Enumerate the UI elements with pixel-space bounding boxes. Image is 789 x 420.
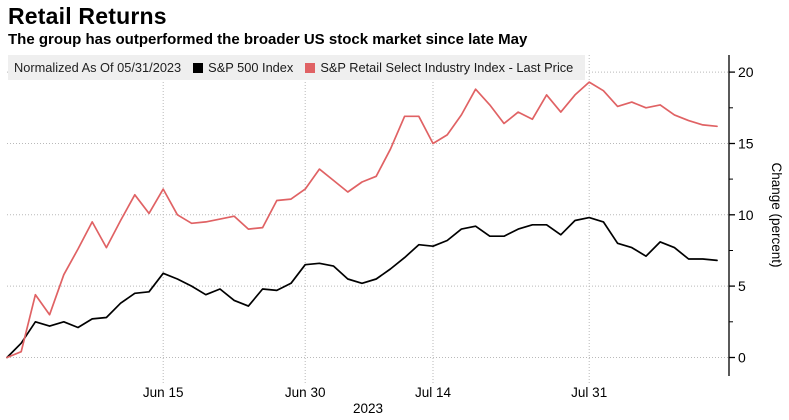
chart-subtitle: The group has outperformed the broader U… — [8, 31, 528, 48]
legend-note: Normalized As Of 05/31/2023 — [14, 60, 182, 75]
x-tick-label: Jul 14 — [415, 385, 452, 400]
retail-swatch-icon — [305, 62, 316, 73]
y-tick-label: 15 — [738, 136, 754, 152]
page-title: Retail Returns — [8, 3, 167, 29]
legend-item-retail: S&P Retail Select Industry Index - Last … — [305, 60, 573, 75]
sp500-line — [6, 216, 718, 359]
x-tick-label: Jun 15 — [143, 385, 184, 400]
y-tick-label: 20 — [738, 64, 754, 80]
y-tick-label: 5 — [738, 278, 746, 294]
x-axis-year-label: 2023 — [353, 401, 383, 416]
x-tick-label: Jul 31 — [571, 385, 607, 400]
legend-label-retail: S&P Retail Select Industry Index - Last … — [320, 60, 574, 75]
sp500-swatch-icon — [193, 62, 204, 73]
x-tick-label: Jun 30 — [285, 385, 326, 400]
y-axis-title: Change (percent) — [769, 162, 784, 267]
y-tick-label: 0 — [738, 350, 746, 366]
legend-item-sp500: S&P 500 Index — [193, 60, 293, 75]
y-tick-label: 10 — [738, 207, 754, 223]
legend: Normalized As Of 05/31/2023 S&P 500 Inde… — [8, 55, 586, 80]
retail-index-line — [6, 81, 718, 359]
legend-label-sp500: S&P 500 Index — [208, 60, 294, 75]
